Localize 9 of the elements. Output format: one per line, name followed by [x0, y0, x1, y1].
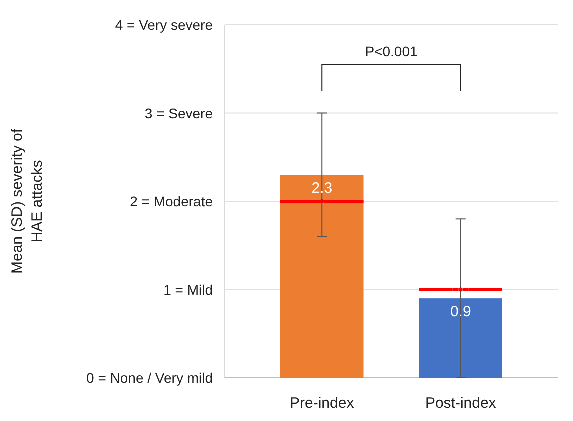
x-tick-label: Pre-index [290, 395, 355, 412]
y-axis-title: Mean (SD) severity of HAE attacks [9, 128, 46, 274]
y-tick-label: 1 = Mild [164, 282, 213, 298]
annotation: P<0.001 [365, 44, 418, 60]
y-tick-label: 2 = Moderate [130, 194, 214, 210]
y-tick-label: 0 = None / Very mild [86, 370, 213, 386]
y-tick-label: 3 = Severe [144, 105, 214, 122]
x-tick-label: Post-index [425, 395, 497, 412]
y-tick-label: 4 = Very severe [115, 17, 214, 33]
